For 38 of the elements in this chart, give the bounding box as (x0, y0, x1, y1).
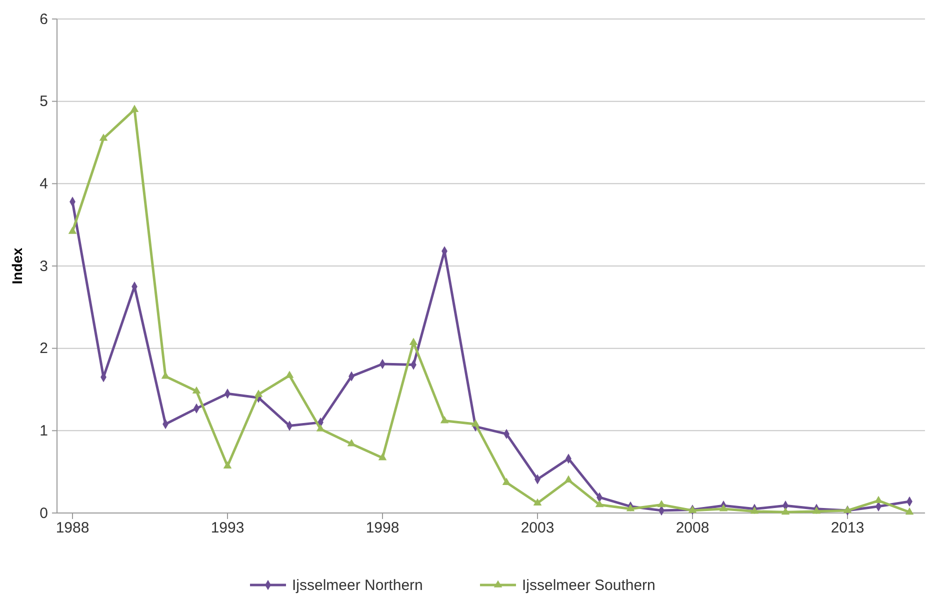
x-tick-label: 1993 (210, 520, 244, 537)
point (843, 506, 852, 513)
y-tick-label: 4 (40, 175, 48, 192)
point (595, 500, 604, 508)
x-tick-label: 1988 (56, 520, 90, 537)
y-tick-label: 1 (40, 422, 48, 440)
point (502, 478, 511, 485)
y-tick-label: 5 (40, 93, 48, 110)
point (130, 104, 139, 112)
x-tick-label: 2008 (676, 520, 710, 537)
point (812, 506, 821, 514)
y-tick-label: 6 (40, 10, 48, 28)
point (533, 498, 542, 506)
point (657, 500, 666, 508)
y-tick-label: 2 (40, 340, 48, 358)
x-tick-label: 2013 (830, 520, 864, 537)
point (68, 226, 77, 234)
point (254, 390, 263, 397)
point (905, 507, 914, 515)
y-axis-title: Index (9, 248, 25, 284)
x-tick-label: 1998 (366, 520, 400, 537)
point (719, 504, 728, 512)
point (781, 507, 790, 515)
y-tick-label: 3 (40, 258, 48, 275)
point (564, 475, 573, 482)
point (750, 506, 759, 514)
point (378, 453, 387, 460)
y-tick-label: 0 (40, 504, 48, 522)
point (409, 338, 418, 345)
point (440, 416, 449, 424)
point (626, 504, 635, 512)
point (192, 386, 201, 394)
x-tick-label: 2003 (520, 520, 554, 537)
point (223, 461, 232, 468)
point (471, 419, 480, 426)
point (99, 134, 108, 141)
legend-label: Ijsselmeer Northern (292, 577, 423, 594)
legend-label: Ijsselmeer Southern (522, 577, 656, 594)
